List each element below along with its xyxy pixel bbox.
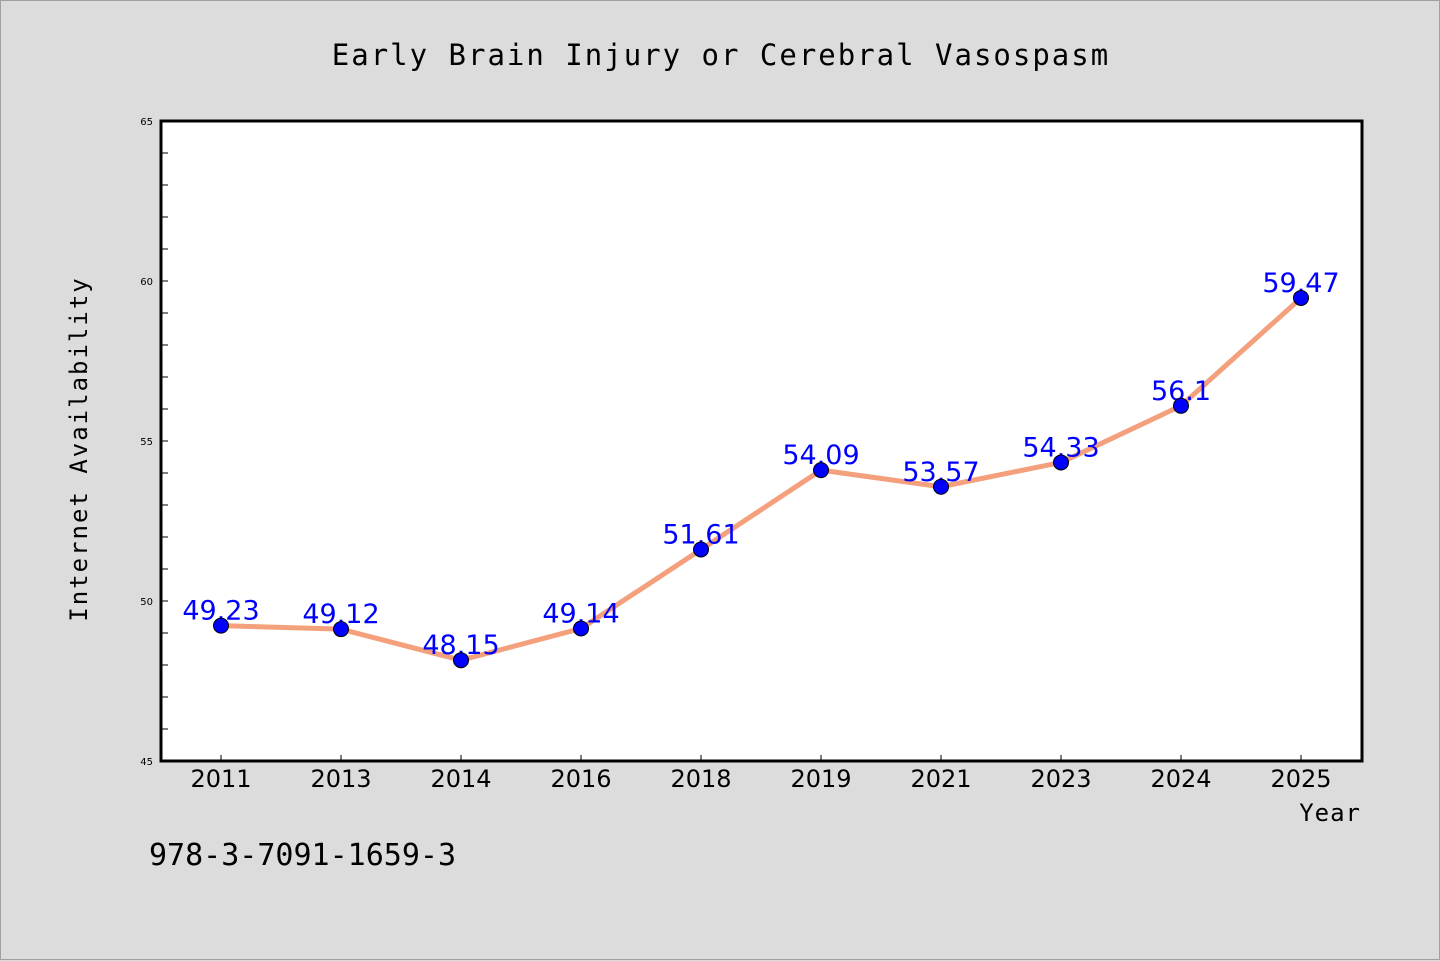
data-point [213,617,229,634]
x-tick-label: 2013 [310,765,371,793]
series-layer: 49.23 49.1248.1549.1451.6154.0953.5754.33… [182,268,1340,669]
y-tick-label: 55 [140,437,153,448]
x-tick-label: 2025 [1270,765,1331,793]
data-point [1173,397,1189,414]
data-point [453,652,469,669]
x-tick-label: 2024 [1150,765,1211,793]
data-point [813,462,829,479]
x-tick-label: 2021 [910,765,971,793]
x-tick-label: 2014 [430,765,491,793]
data-point [1053,454,1069,471]
plot-frame [159,119,1364,763]
series-line [218,295,1304,663]
plot-area [161,121,1362,761]
footnote-text: 978-3-7091-1659-3 [149,838,456,873]
data-point [933,478,949,495]
x-tick-label: 2016 [550,765,611,793]
data-point [573,620,589,637]
chart-title: Early Brain Injury or Cerebral Vasospasm [332,38,1110,72]
y-tick-label: 60 [140,277,153,288]
x-tick-label: 2019 [790,765,851,793]
y-axis-label: Internet Availability [65,276,93,621]
x-tick-label: 2011 [190,765,251,793]
x-tick-label: 2023 [1030,765,1091,793]
y-tick-label: 50 [140,597,153,608]
data-point [1293,289,1309,306]
y-tick-label: 45 [140,757,153,768]
data-point [693,541,709,558]
x-tick-label: 2018 [670,765,731,793]
x-axis-label: Year [1299,799,1361,827]
y-tick-label: 65 [140,117,153,128]
x-axis-ticks: 2011 2013 2014 2016 2018 2019 2021 2023 2024 2025 [190,755,1332,793]
data-point [333,621,349,638]
